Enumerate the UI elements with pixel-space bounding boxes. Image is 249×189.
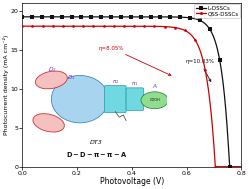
X-axis label: Photovoltage (V): Photovoltage (V) bbox=[100, 177, 164, 186]
Text: η=10.03%: η=10.03% bbox=[185, 59, 214, 81]
Text: η=8.05%: η=8.05% bbox=[99, 46, 171, 75]
Y-axis label: Photocurrent density (mA cm⁻²): Photocurrent density (mA cm⁻²) bbox=[3, 35, 9, 135]
Legend: L-DSSCs, QSS-DSSCs: L-DSSCs, QSS-DSSCs bbox=[194, 4, 240, 18]
